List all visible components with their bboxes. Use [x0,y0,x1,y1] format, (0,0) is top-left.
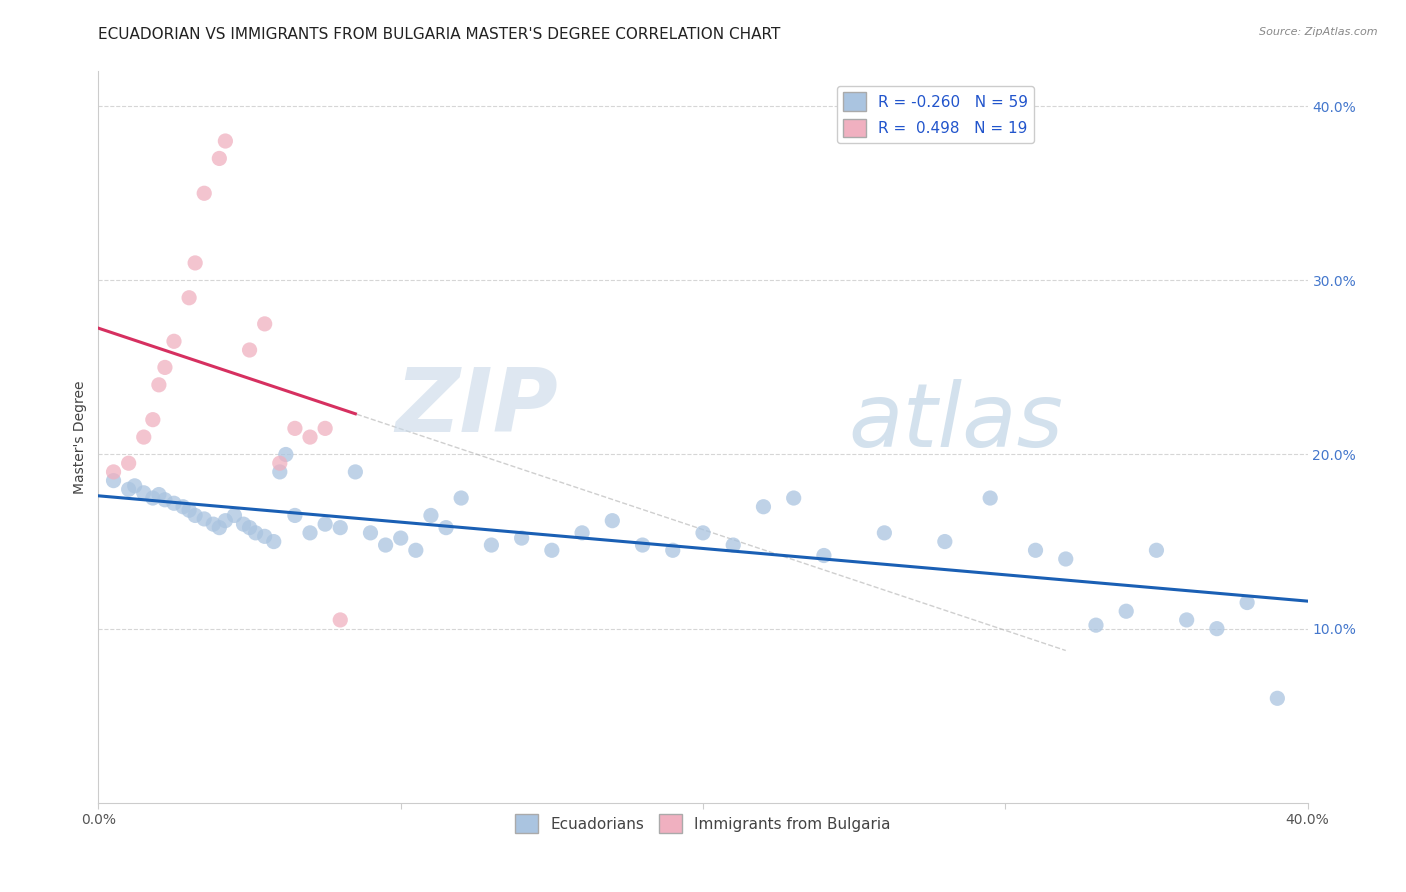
Point [1175,613,1198,627]
Point [103,474,125,488]
Point [148,377,170,392]
Point [269,456,291,470]
Point [314,517,336,532]
Point [405,543,427,558]
Point [374,538,396,552]
Point [1236,595,1258,609]
Point [434,521,457,535]
Point [253,317,276,331]
Point [132,485,155,500]
Legend: Ecuadorians, Immigrants from Bulgaria: Ecuadorians, Immigrants from Bulgaria [509,808,897,839]
Point [783,491,806,505]
Point [179,503,201,517]
Point [1024,543,1046,558]
Point [193,186,215,201]
Point [274,448,297,462]
Point [263,534,285,549]
Point [481,538,503,552]
Point [540,543,562,558]
Point [344,465,367,479]
Point [239,343,262,357]
Point [269,465,291,479]
Point [232,517,254,532]
Point [420,508,443,523]
Point [723,538,745,552]
Y-axis label: Master's Degree: Master's Degree [73,380,87,494]
Point [148,487,170,501]
Point [153,360,176,375]
Point [661,543,683,558]
Point [208,152,231,166]
Point [360,525,382,540]
Point [214,134,236,148]
Text: Source: ZipAtlas.com: Source: ZipAtlas.com [1260,27,1378,37]
Point [132,430,155,444]
Point [214,514,236,528]
Point [284,421,307,435]
Point [314,421,336,435]
Text: ZIP: ZIP [395,364,558,451]
Point [510,531,533,545]
Point [239,521,262,535]
Point [193,512,215,526]
Point [299,525,322,540]
Point [329,613,352,627]
Point [602,514,624,528]
Point [118,483,141,497]
Point [299,430,322,444]
Point [1267,691,1289,706]
Point [142,412,165,426]
Point [253,529,276,543]
Point [208,521,231,535]
Point [571,525,593,540]
Point [1144,543,1167,558]
Point [1115,604,1137,618]
Point [163,334,186,349]
Point [172,500,194,514]
Point [184,508,207,523]
Point [752,500,775,514]
Point [450,491,472,505]
Point [245,525,267,540]
Point [153,492,176,507]
Point [873,525,896,540]
Point [202,517,225,532]
Point [813,549,835,563]
Point [184,256,207,270]
Point [284,508,307,523]
Point [1085,618,1108,632]
Point [329,521,352,535]
Point [103,465,125,479]
Point [163,496,186,510]
Point [179,291,201,305]
Point [118,456,141,470]
Point [389,531,412,545]
Point [979,491,1001,505]
Point [1054,552,1077,566]
Point [1206,622,1229,636]
Point [224,508,246,523]
Point [124,479,146,493]
Point [142,491,165,505]
Point [631,538,654,552]
Text: ECUADORIAN VS IMMIGRANTS FROM BULGARIA MASTER'S DEGREE CORRELATION CHART: ECUADORIAN VS IMMIGRANTS FROM BULGARIA M… [98,27,780,42]
Point [692,525,714,540]
Text: atlas: atlas [848,379,1063,466]
Point [934,534,956,549]
